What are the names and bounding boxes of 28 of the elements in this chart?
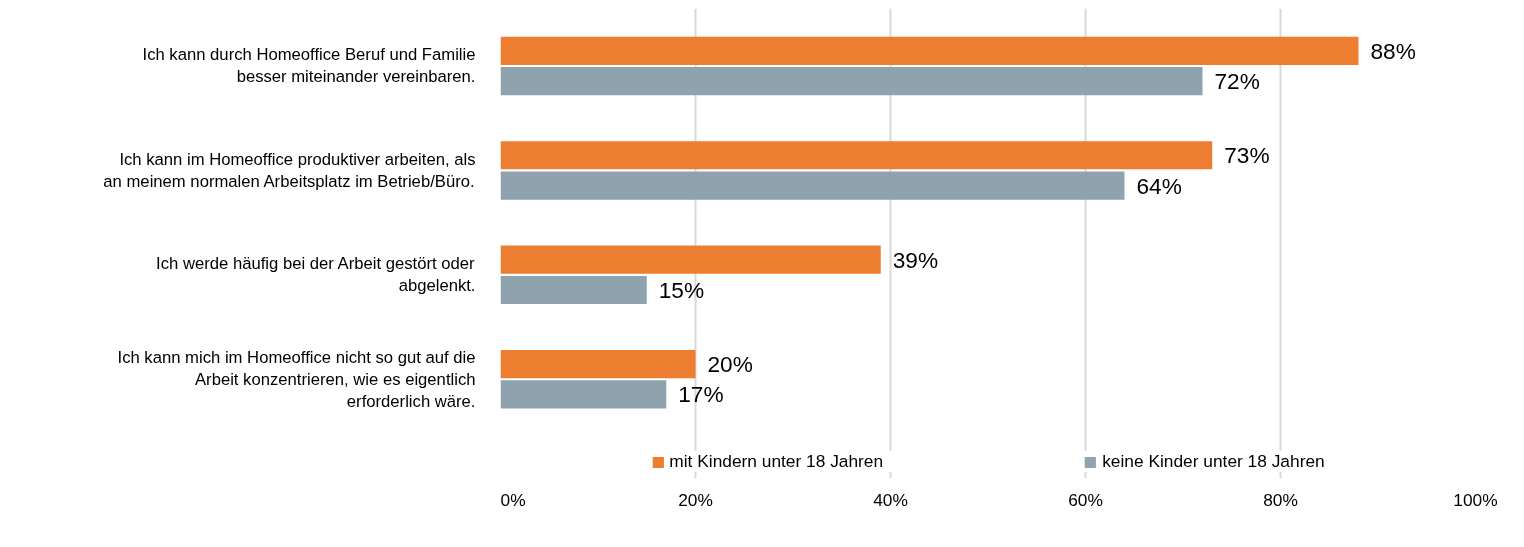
- bar: [500, 171, 1125, 200]
- bar: [500, 66, 1203, 96]
- data-label: 64%: [1136, 172, 1182, 199]
- bar: [500, 350, 696, 379]
- bar: [500, 380, 667, 409]
- data-label: 73%: [1224, 142, 1270, 169]
- y-tick-label: Ich kann im Homeoffice produktiver arbeiten, als an meinem normalen Arbeitsplatz im Betrieb/Büro.: [103, 149, 476, 191]
- x-tick-label: 80%: [1263, 489, 1298, 510]
- data-label: 17%: [678, 381, 724, 408]
- y-tick-label: Ich kann durch Homeoffice Beruf und Familie besser miteinander vereinbaren.: [142, 45, 476, 87]
- legend-label: keine Kinder unter 18 Jahren: [1102, 451, 1325, 472]
- x-tick-label: 20%: [678, 489, 713, 510]
- data-label: 39%: [892, 246, 939, 273]
- data-label: 88%: [1370, 37, 1416, 64]
- bar: [500, 275, 647, 305]
- x-tick-label: 0%: [500, 489, 526, 510]
- data-label: 72%: [1214, 68, 1260, 95]
- x-tick-label: 100%: [1453, 489, 1498, 510]
- y-tick-label: Ich kann mich im Homeoffice nicht so gut auf die Arbeit konzentrieren, wie es eigentlich erforderlich wäre.: [117, 347, 476, 411]
- bar: [500, 141, 1213, 170]
- data-label: 20%: [707, 351, 753, 378]
- x-tick-label: 60%: [1068, 489, 1103, 510]
- bar: [500, 245, 881, 274]
- legend-label: mit Kindern unter 18 Jahren: [669, 451, 884, 472]
- x-tick-label: 40%: [873, 489, 908, 510]
- bar: [500, 36, 1359, 65]
- y-tick-label: Ich werde häufig bei der Arbeit gestört oder abgelenkt.: [156, 254, 476, 296]
- data-label: 15%: [658, 276, 705, 303]
